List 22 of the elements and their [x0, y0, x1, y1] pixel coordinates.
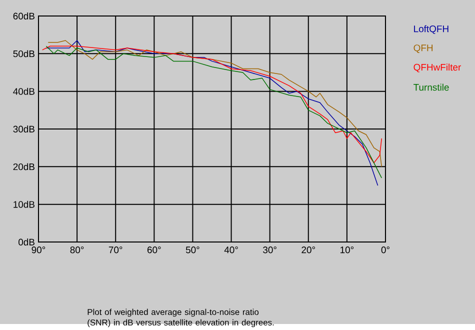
y-tick-label: 20dB: [13, 162, 34, 170]
y-tick-label: 40dB: [13, 88, 34, 95]
x-tick-label: 10°: [340, 246, 354, 253]
y-tick-label: 30dB: [13, 125, 34, 132]
x-tick-label: 90°: [32, 246, 46, 253]
x-tick-label: 80°: [70, 246, 84, 253]
x-tick-label: 50°: [186, 246, 200, 253]
text: QFHwFilter: [414, 63, 461, 72]
x-tick-label: 20°: [302, 246, 315, 253]
x-tick-label: 60°: [147, 246, 161, 253]
text: Turnstile: [414, 83, 449, 90]
x-tick-label: 70°: [108, 246, 122, 253]
x-tick-label: 0°: [381, 246, 390, 253]
text: LoftQFH: [414, 25, 448, 34]
y-tick-label: 60dB: [13, 12, 34, 20]
text: Plot of weighted average signal-to-noise ratio (SNR) in dB versus satellite elevation in degrees.: [88, 308, 274, 327]
y-tick-label: 50dB: [13, 50, 34, 57]
y-tick-label: 10dB: [14, 200, 34, 208]
y-tick-label: 0dB: [18, 238, 34, 246]
x-tick-label: 40°: [224, 246, 238, 253]
text: QFH: [414, 44, 433, 53]
x-tick-label: 30°: [263, 246, 276, 253]
